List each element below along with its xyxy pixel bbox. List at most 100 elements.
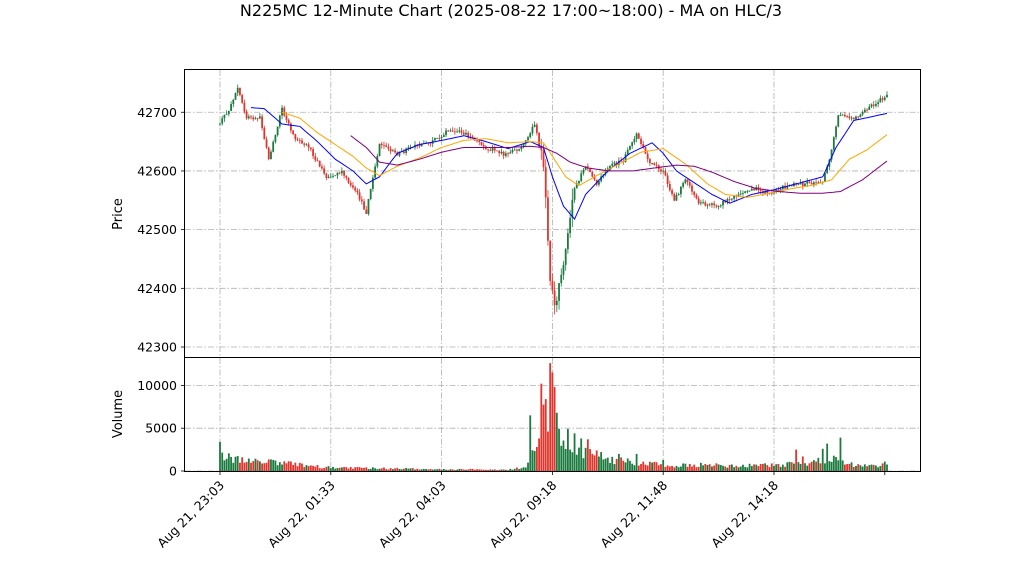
- volume-bar-124: [493, 469, 496, 471]
- x-tick-label-2: Aug 22, 04:03: [376, 478, 449, 551]
- candle-body-261: [797, 184, 800, 186]
- volume-bar-36: [298, 462, 301, 471]
- candle-body-284: [848, 116, 851, 119]
- volume-bar-189: [637, 465, 640, 471]
- volume-bar-248: [768, 467, 771, 471]
- candle-body-131: [509, 152, 512, 154]
- volume-bar-191: [642, 461, 645, 471]
- candle-body-132: [511, 150, 514, 153]
- volume-bar-126: [498, 469, 501, 471]
- candle-body-235: [739, 193, 742, 195]
- candle-body-283: [846, 116, 849, 118]
- volume-tick-label-0: 0: [169, 464, 177, 479]
- volume-bar-185: [629, 460, 631, 471]
- volume-bar-125: [496, 470, 498, 471]
- volume-bar-114: [471, 468, 474, 471]
- candle-body-191: [642, 143, 645, 148]
- volume-bar-203: [668, 466, 671, 471]
- volume-bar-99: [438, 468, 441, 471]
- volume-bar-50: [329, 468, 332, 471]
- volume-bar-87: [411, 468, 414, 471]
- candle-body-214: [693, 191, 696, 195]
- moving-average-line-1: [250, 107, 888, 221]
- candle-body-114: [471, 136, 474, 138]
- volume-bar-141: [531, 450, 534, 471]
- volume-bar-157: [567, 429, 569, 471]
- volume-bar-128: [502, 469, 505, 471]
- candle-body-86: [409, 146, 412, 148]
- volume-bar-107: [456, 469, 459, 471]
- volume-bar-202: [666, 465, 669, 471]
- volume-bar-264: [804, 463, 806, 471]
- candle-body-65: [363, 201, 365, 210]
- candle-body-281: [841, 114, 844, 116]
- candle-body-77: [389, 148, 392, 152]
- candle-body-218: [702, 202, 704, 204]
- volume-bar-288: [857, 464, 860, 471]
- candle-body-274: [826, 166, 829, 174]
- volume-bar-201: [664, 466, 667, 471]
- candle-body-136: [520, 146, 523, 150]
- candle-body-111: [465, 132, 467, 135]
- volume-bar-200: [662, 459, 665, 471]
- volume-bar-298: [879, 466, 882, 471]
- volume-bar-263: [801, 456, 804, 471]
- volume-bar-111: [465, 469, 467, 471]
- x-tick-label-3: Aug 22, 09:18: [486, 477, 559, 550]
- volume-bar-204: [671, 465, 673, 471]
- candle-body-25: [274, 135, 277, 142]
- candle-body-81: [398, 151, 401, 156]
- volume-bar-53: [336, 468, 339, 471]
- candle-body-24: [272, 141, 275, 152]
- volume-bar-13: [247, 458, 250, 471]
- volume-bar-262: [799, 463, 802, 471]
- volume-bar-188: [635, 453, 638, 471]
- candle-body-207: [677, 194, 680, 196]
- volume-bar-2: [223, 460, 226, 471]
- volume-bar-14: [250, 462, 252, 471]
- volume-bar-69: [372, 467, 374, 471]
- volume-bar-29: [283, 461, 286, 471]
- candle-body-196: [653, 163, 656, 165]
- volume-bar-98: [436, 469, 439, 471]
- candle-body-181: [620, 160, 622, 162]
- volume-bar-104: [449, 469, 452, 471]
- volume-bar-251: [775, 464, 778, 471]
- volume-bar-90: [418, 469, 421, 471]
- volume-bar-176: [609, 462, 611, 471]
- candle-body-91: [420, 143, 423, 147]
- candle-body-246: [764, 191, 767, 194]
- volume-bar-78: [391, 469, 394, 471]
- candle-body-28: [281, 107, 283, 116]
- volume-bar-16: [254, 458, 257, 471]
- candle-body-292: [866, 109, 868, 111]
- candle-body-95: [429, 143, 432, 145]
- volume-bar-290: [861, 466, 864, 471]
- candle-body-269: [815, 182, 817, 184]
- volume-bar-293: [868, 465, 871, 471]
- volume-bar-228: [724, 466, 727, 471]
- volume-bar-276: [830, 461, 833, 471]
- candle-body-50: [329, 176, 332, 178]
- candle-body-119: [482, 144, 485, 147]
- candle-body-31: [287, 119, 290, 124]
- candle-body-183: [624, 154, 627, 162]
- volume-tick-label-10000: 10000: [137, 378, 177, 393]
- candle-body-72: [378, 143, 381, 156]
- volume-bar-20: [263, 463, 266, 471]
- volume-bar-170: [595, 450, 598, 471]
- candle-body-11: [243, 102, 246, 112]
- volume-bar-214: [693, 464, 696, 471]
- candle-body-285: [850, 117, 853, 119]
- volume-bar-121: [487, 469, 490, 471]
- volume-bar-67: [367, 469, 370, 471]
- candle-body-90: [418, 145, 421, 147]
- volume-bar-38: [303, 467, 306, 471]
- candle-body-221: [708, 204, 711, 206]
- volume-bar-291: [863, 464, 866, 471]
- volume-bar-132: [511, 469, 514, 471]
- candle-body-226: [719, 205, 722, 207]
- candle-body-42: [312, 149, 314, 157]
- candle-body-140: [529, 133, 532, 138]
- candle-body-48: [325, 173, 328, 178]
